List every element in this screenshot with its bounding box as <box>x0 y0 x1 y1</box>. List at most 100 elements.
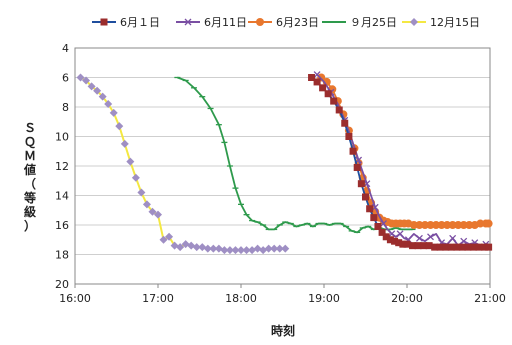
legend-item: 6月11日 <box>176 16 247 29</box>
data-point <box>264 244 273 253</box>
data-point <box>420 242 428 250</box>
data-point <box>469 243 477 251</box>
y-tick-label: 6 <box>62 72 69 85</box>
data-point <box>395 239 403 247</box>
data-point <box>427 233 434 241</box>
data-point <box>366 205 374 213</box>
y-axis-title-text: ＳＱＭ値（等級） <box>23 121 36 233</box>
y-tick-label: 14 <box>55 190 69 203</box>
y-axis-title: ＳＱＭ値（等級） <box>23 121 36 233</box>
data-point <box>192 243 201 252</box>
data-point <box>449 234 457 242</box>
data-point <box>420 221 429 229</box>
legend-swatch-marker <box>410 18 418 26</box>
data-point <box>409 221 418 229</box>
x-axis-title: 時刻 <box>271 323 295 338</box>
y-tick-label: 20 <box>55 278 69 291</box>
data-point <box>349 147 357 155</box>
data-point <box>380 220 387 227</box>
data-point <box>242 246 251 255</box>
data-point <box>341 119 349 127</box>
data-point <box>109 108 118 117</box>
data-point <box>403 240 411 248</box>
data-point <box>330 97 338 105</box>
series-4 <box>76 73 290 255</box>
y-axis-ticks: 4 6 8 10 12 14 16 18 20 <box>55 42 69 291</box>
data-point <box>465 221 474 229</box>
data-point <box>176 243 185 252</box>
y-tick-label: 12 <box>55 160 69 173</box>
legend-label: 12月15日 <box>430 16 480 29</box>
data-point <box>453 243 461 251</box>
data-point <box>137 188 146 197</box>
data-point <box>142 200 151 209</box>
data-point <box>396 230 404 238</box>
data-point <box>87 82 96 91</box>
data-point <box>308 74 316 81</box>
legend-label: 6月１日 <box>120 16 160 29</box>
data-point <box>126 157 135 166</box>
data-point <box>187 241 196 250</box>
legend-swatch-marker <box>100 18 108 26</box>
data-point <box>386 236 394 244</box>
data-point <box>115 122 124 131</box>
data-point <box>480 243 488 251</box>
data-point <box>426 221 435 229</box>
data-point <box>460 237 468 245</box>
data-point <box>442 243 450 251</box>
legend-item: ９月25日 <box>322 16 397 29</box>
data-point <box>214 244 223 253</box>
x-tick-label: 20:00 <box>391 292 423 305</box>
x-tick-label: 19:00 <box>308 292 340 305</box>
data-point <box>371 203 379 211</box>
y-tick-label: 4 <box>62 42 69 55</box>
data-point <box>436 243 444 251</box>
data-point <box>131 173 140 182</box>
data-point <box>437 221 446 229</box>
data-point <box>391 237 399 245</box>
legend-label: 6月11日 <box>204 16 247 29</box>
data-point <box>362 193 369 201</box>
data-point <box>259 246 268 255</box>
y-tick-label: 8 <box>62 101 69 114</box>
data-point <box>270 244 279 253</box>
data-point <box>448 221 457 229</box>
data-point <box>370 214 378 222</box>
x-tick-label: 16:00 <box>59 292 91 305</box>
data-point <box>93 86 102 95</box>
data-point <box>414 242 422 250</box>
data-point <box>409 242 417 250</box>
data-point <box>425 242 433 250</box>
data-point <box>313 71 321 79</box>
plot-area-frame <box>74 47 491 285</box>
data-point <box>76 73 85 82</box>
data-point <box>374 222 382 230</box>
legend-swatch-marker <box>184 18 192 26</box>
legend-item: 12月15日 <box>402 16 480 29</box>
data-point <box>357 180 365 188</box>
data-point <box>120 139 129 148</box>
data-point <box>159 235 168 244</box>
data-point <box>198 243 207 252</box>
data-point <box>388 230 396 238</box>
data-point <box>443 221 452 229</box>
legend-label: ９月25日 <box>350 16 397 29</box>
data-point <box>248 246 257 255</box>
data-point <box>319 84 327 92</box>
x-tick-label: 18:00 <box>225 292 257 305</box>
series-0 <box>308 74 493 251</box>
data-point <box>104 100 113 109</box>
data-point <box>225 246 234 255</box>
data-point <box>82 76 91 85</box>
data-point <box>324 90 332 98</box>
data-point <box>253 244 262 253</box>
data-point <box>432 221 441 229</box>
data-point <box>181 240 190 249</box>
data-point <box>353 163 361 171</box>
data-point <box>475 243 483 251</box>
legend-swatch-marker <box>256 18 264 26</box>
data-point <box>220 246 229 255</box>
legend: 6月１日 6月11日 6月23日 ９月25日 12月15日 <box>92 16 480 29</box>
legend-item: 6月１日 <box>92 16 160 29</box>
